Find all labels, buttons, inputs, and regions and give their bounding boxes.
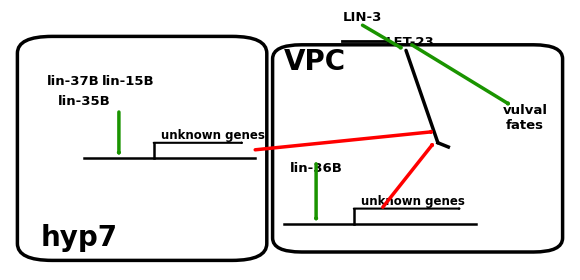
Text: unknown genes: unknown genes bbox=[361, 195, 465, 208]
Text: unknown genes: unknown genes bbox=[161, 129, 265, 142]
Text: VPC: VPC bbox=[284, 48, 346, 76]
Text: lin-35B: lin-35B bbox=[58, 95, 111, 108]
Text: lin-37B: lin-37B bbox=[46, 75, 99, 88]
Text: LET-23: LET-23 bbox=[386, 36, 434, 49]
FancyBboxPatch shape bbox=[273, 45, 563, 252]
Text: lin-36B: lin-36B bbox=[290, 162, 343, 175]
Text: vulval
fates: vulval fates bbox=[502, 104, 548, 132]
Text: hyp7: hyp7 bbox=[41, 224, 118, 252]
FancyBboxPatch shape bbox=[17, 36, 267, 260]
Text: LIN-3: LIN-3 bbox=[343, 11, 382, 24]
Text: lin-15B: lin-15B bbox=[102, 75, 154, 88]
